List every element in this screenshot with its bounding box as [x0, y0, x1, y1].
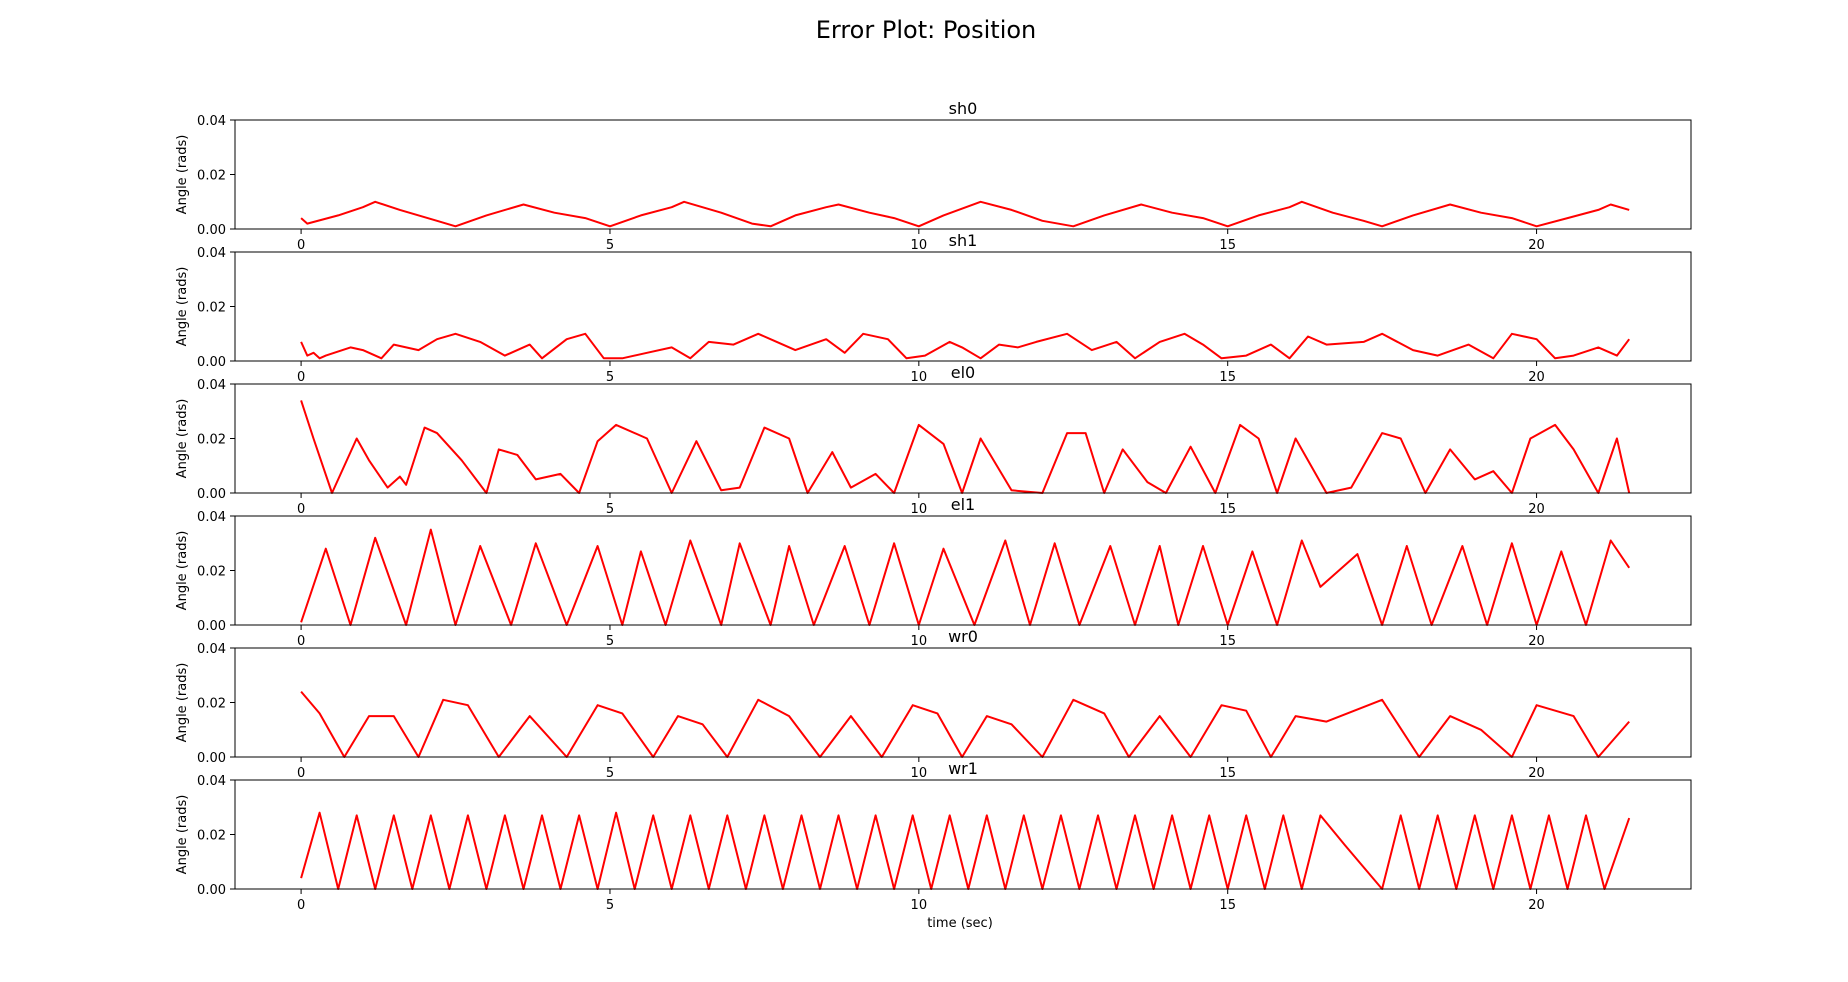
y-tick-label: 0.00	[197, 751, 226, 766]
y-tick-label: 0.04	[197, 510, 226, 525]
y-tick-label: 0.00	[197, 223, 226, 238]
y-tick-label: 0.04	[197, 642, 226, 657]
y-tick-label: 0.04	[197, 246, 226, 261]
x-tick-label: 20	[1528, 238, 1545, 253]
series-line-sh1	[300, 332, 1630, 360]
x-tick-label: 0	[297, 634, 305, 649]
series-line-el0	[300, 400, 1631, 494]
y-tick-label: 0.00	[197, 619, 226, 634]
x-tick-label: 15	[1219, 898, 1236, 913]
x-tick-label: 20	[1528, 502, 1545, 517]
x-tick-label: 15	[1219, 766, 1236, 781]
panel-title: sh1	[949, 231, 978, 250]
x-tick-label: 0	[297, 238, 305, 253]
y-axis-label: Angle (rads)	[175, 663, 190, 743]
y-tick-label: 0.02	[197, 829, 226, 844]
axes-frame	[234, 119, 1692, 230]
x-tick-label: 5	[606, 238, 614, 253]
x-tick-label: 5	[606, 898, 614, 913]
x-tick-label: 5	[606, 634, 614, 649]
y-tick-label: 0.04	[197, 774, 226, 789]
x-tick-label: 5	[606, 766, 614, 781]
axes-frame	[234, 383, 1692, 494]
panel-title: wr1	[948, 759, 978, 778]
x-tick-label: 15	[1219, 502, 1236, 517]
subplot-wr1: wr1 Angle (rads) 0.00 0.02 0.04 0 5 10 15 20	[175, 759, 1692, 913]
y-tick-label: 0.00	[197, 355, 226, 370]
x-tick-label: 20	[1528, 898, 1545, 913]
panel-title: el0	[951, 363, 975, 382]
x-tick-label: 20	[1528, 634, 1545, 649]
series-line-wr0	[300, 690, 1630, 758]
x-tick-label: 10	[911, 238, 928, 253]
y-tick-label: 0.04	[197, 114, 226, 129]
subplot-sh0: sh0 Angle (rads) 0.00 0.02 0.04 0 5 10 15 20	[175, 99, 1692, 253]
y-tick-label: 0.02	[197, 301, 226, 316]
x-tick-label: 10	[911, 502, 928, 517]
x-tick-label: 15	[1219, 634, 1236, 649]
y-tick-label: 0.02	[197, 433, 226, 448]
series-line-wr1	[300, 811, 1631, 890]
axes-frame	[234, 251, 1692, 362]
panel-title: wr0	[948, 627, 978, 646]
x-tick-label: 10	[911, 766, 928, 781]
x-tick-label: 15	[1219, 370, 1236, 385]
x-tick-label: 0	[297, 370, 305, 385]
axes-frame	[234, 647, 1692, 758]
x-tick-label: 0	[297, 766, 305, 781]
y-tick-label: 0.02	[197, 565, 226, 580]
y-tick-label: 0.02	[197, 697, 226, 712]
panel-title: el1	[951, 495, 975, 514]
y-axis-label: Angle (rads)	[175, 531, 190, 611]
y-axis-label: Angle (rads)	[175, 135, 190, 215]
figure-title: Error Plot: Position	[816, 16, 1037, 44]
x-tick-label: 0	[297, 502, 305, 517]
y-tick-label: 0.00	[197, 883, 226, 898]
x-tick-label: 20	[1528, 766, 1545, 781]
y-tick-label: 0.00	[197, 487, 226, 502]
y-axis-label: Angle (rads)	[175, 399, 190, 479]
y-tick-label: 0.04	[197, 378, 226, 393]
y-axis-label: Angle (rads)	[175, 795, 190, 875]
axes-frame	[234, 779, 1692, 890]
axes-frame	[234, 515, 1692, 626]
panel-title: sh0	[949, 99, 978, 118]
y-axis-label: Angle (rads)	[175, 267, 190, 347]
x-tick-label: 10	[911, 898, 928, 913]
subplot-el1: el1 Angle (rads) 0.00 0.02 0.04 0 5 10 15 20	[175, 495, 1692, 649]
subplot-wr0: wr0 Angle (rads) 0.00 0.02 0.04 0 5 10 15 20	[175, 627, 1692, 781]
x-tick-label: 10	[911, 634, 928, 649]
series-line-sh0	[300, 200, 1630, 228]
x-tick-label: 15	[1219, 238, 1236, 253]
x-tick-label: 20	[1528, 370, 1545, 385]
x-tick-label: 0	[297, 898, 305, 913]
x-tick-label: 5	[606, 502, 614, 517]
subplot-grid: sh0 Angle (rads) 0.00 0.02 0.04 0 5 10 15 20 sh1 An…	[175, 99, 1692, 913]
subplot-el0: el0 Angle (rads) 0.00 0.02 0.04 0 5 10 15 20	[175, 363, 1692, 517]
x-axis-label: time (sec)	[927, 916, 993, 931]
y-tick-label: 0.02	[197, 169, 226, 184]
x-tick-label: 5	[606, 370, 614, 385]
subplot-sh1: sh1 Angle (rads) 0.00 0.02 0.04 0 5 10 15 20	[175, 231, 1692, 385]
x-tick-label: 10	[911, 370, 928, 385]
